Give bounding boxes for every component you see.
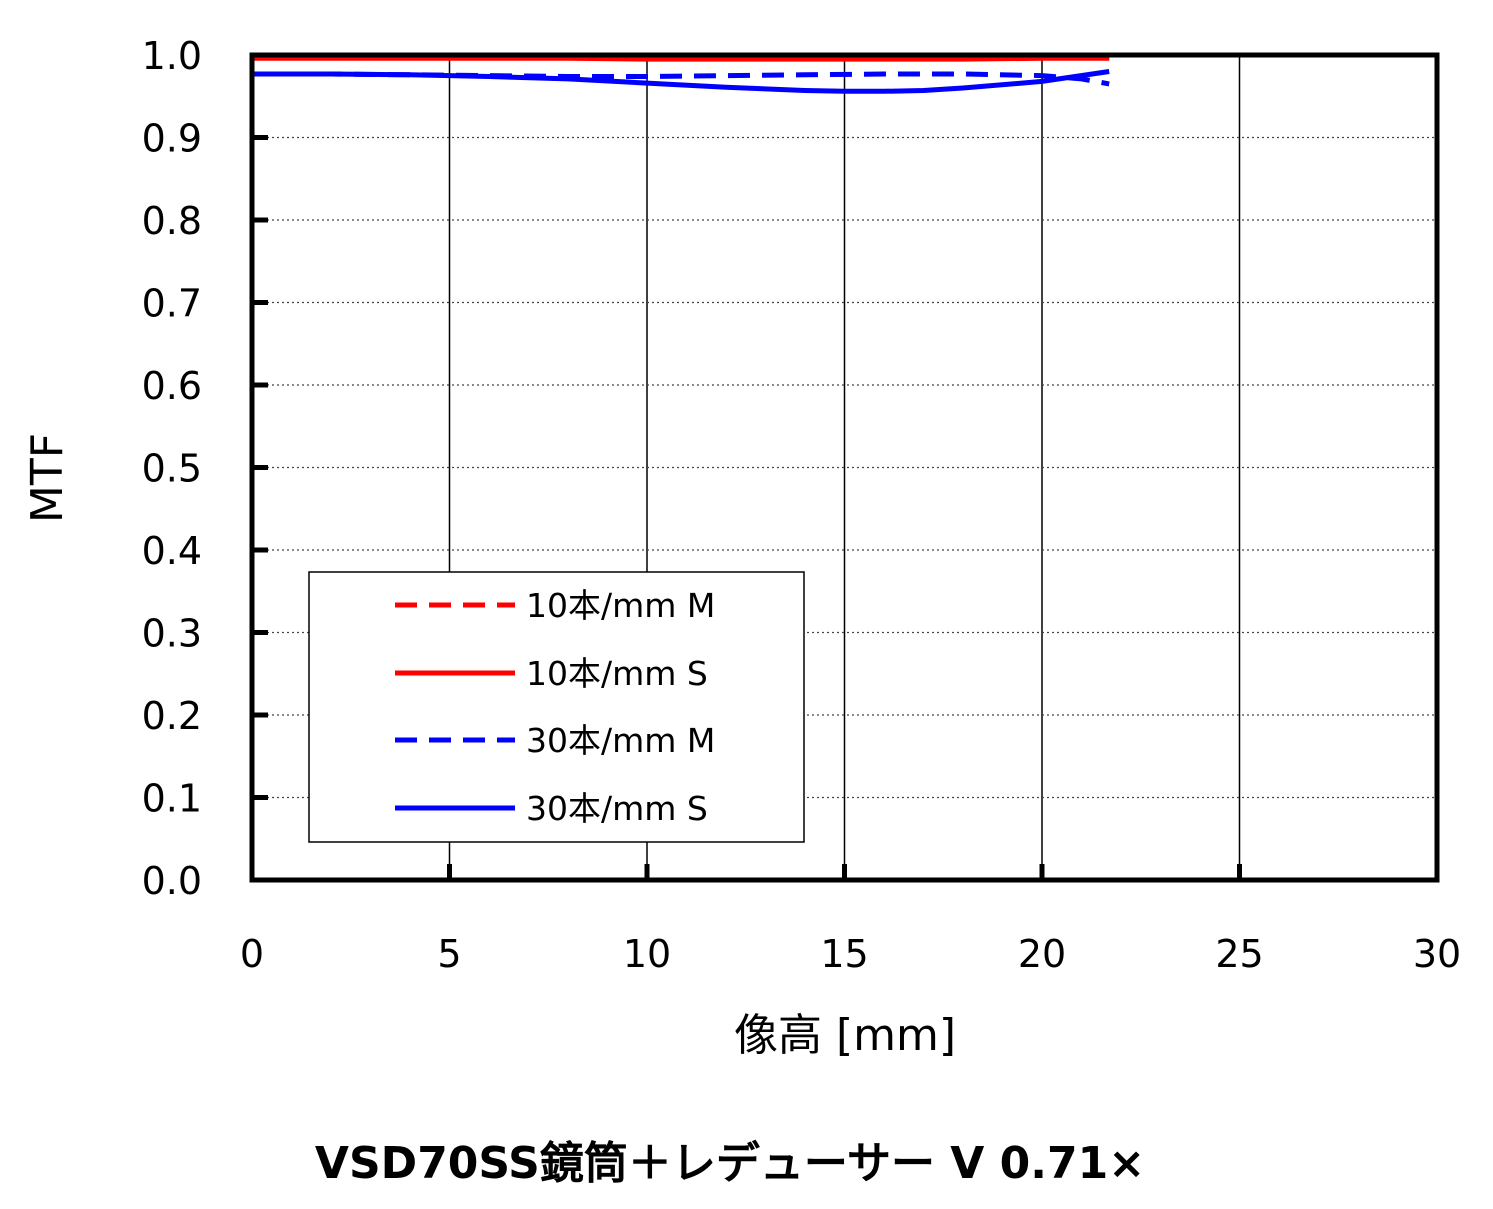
legend-label: 30本/mm S xyxy=(526,789,708,828)
y-tick-label: 0.6 xyxy=(142,364,202,408)
y-tick-label: 0.2 xyxy=(142,694,202,738)
y-tick-label: 0.4 xyxy=(142,529,202,573)
x-tick-label: 30 xyxy=(1413,932,1461,976)
legend: 10本/mm M 10本/mm S 30本/mm M 30本/mm S xyxy=(308,571,805,843)
x-axis-title: 像高 [mm] xyxy=(734,1010,956,1061)
y-tick-label: 0.7 xyxy=(142,282,202,326)
x-tick-label: 10 xyxy=(623,932,671,976)
y-tick-label: 0.1 xyxy=(142,777,202,821)
y-tick-label: 0.5 xyxy=(142,447,202,491)
y-tick-label: 0.3 xyxy=(142,612,202,656)
x-tick-label: 15 xyxy=(820,932,868,976)
series-line-2 xyxy=(252,55,1110,62)
legend-box xyxy=(308,571,805,843)
x-tick-label: 0 xyxy=(240,932,264,976)
y-tick-label: 0.0 xyxy=(142,859,202,903)
legend-label: 10本/mm S xyxy=(526,654,708,693)
series-line-4 xyxy=(252,69,1110,94)
y-axis-title: MTF xyxy=(22,433,73,523)
x-tick-label: 25 xyxy=(1215,932,1263,976)
y-tick-label: 0.9 xyxy=(142,117,202,161)
legend-label: 30本/mm M xyxy=(526,721,715,760)
series-line-3 xyxy=(252,71,1110,87)
y-tick-labels: 0.0 0.1 0.2 0.3 0.4 0.5 0.6 0.7 0.8 0.9 1.0 xyxy=(142,34,202,903)
y-tick-label: 1.0 xyxy=(142,34,202,78)
y-tick-label: 0.8 xyxy=(142,199,202,243)
chart-title: VSD70SS鏡筒＋レデューサー V 0.71× xyxy=(315,1138,1145,1189)
series-lines xyxy=(252,54,1110,94)
tick-marks xyxy=(249,52,1440,883)
x-tick-label: 5 xyxy=(437,932,461,976)
x-tick-label: 20 xyxy=(1018,932,1066,976)
x-tick-labels: 0 5 10 15 20 25 30 xyxy=(240,932,1461,976)
legend-label: 10本/mm M xyxy=(526,586,715,625)
